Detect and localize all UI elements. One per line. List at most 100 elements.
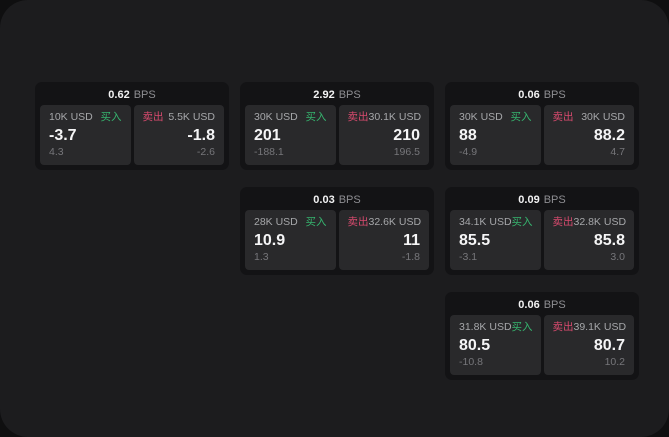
sell-price: 85.8 bbox=[593, 232, 625, 249]
card-header: 0.06 BPS bbox=[445, 292, 639, 315]
sell-panel-header: 卖出 32.8K USD bbox=[552, 216, 627, 229]
bps-unit-label: BPS bbox=[543, 88, 566, 101]
sell-side-label: 卖出 bbox=[552, 321, 574, 333]
quote-panels: 30K USD 买入 201 -188.1 卖出 30.1K USD 210 1… bbox=[240, 105, 434, 165]
buy-amount: 10K USD bbox=[49, 111, 93, 123]
quote-card: 0.03 BPS 28K USD 买入 10.9 1.3 卖出 32.6K US… bbox=[240, 187, 434, 275]
sell-sub-value: 3.0 bbox=[610, 251, 625, 263]
buy-price: 80.5 bbox=[459, 337, 491, 354]
sell-panel-header: 卖出 32.6K USD bbox=[348, 216, 422, 229]
bps-value: 0.06 bbox=[518, 88, 540, 101]
buy-price: -3.7 bbox=[49, 127, 77, 144]
quote-card: 0.06 BPS 30K USD 买入 88 -4.9 卖出 30K USD 8… bbox=[445, 82, 639, 170]
buy-sub-value: -3.1 bbox=[459, 251, 478, 263]
bps-value: 0.62 bbox=[108, 88, 130, 101]
quote-card: 2.92 BPS 30K USD 买入 201 -188.1 卖出 30.1K … bbox=[240, 82, 434, 170]
bps-unit-label: BPS bbox=[133, 88, 156, 101]
sell-panel[interactable]: 卖出 32.8K USD 85.8 3.0 bbox=[543, 210, 634, 270]
buy-panel[interactable]: 30K USD 买入 201 -188.1 bbox=[245, 105, 336, 165]
sell-amount: 32.8K USD bbox=[573, 216, 627, 228]
quote-panels: 30K USD 买入 88 -4.9 卖出 30K USD 88.2 4.7 bbox=[445, 105, 639, 165]
buy-price: 88 bbox=[459, 127, 477, 144]
card-header: 0.62 BPS bbox=[35, 82, 229, 105]
card-header: 2.92 BPS bbox=[240, 82, 434, 105]
sell-side-label: 卖出 bbox=[552, 216, 574, 228]
buy-sub-value: -10.8 bbox=[459, 356, 483, 368]
buy-side-label: 买入 bbox=[510, 111, 532, 123]
buy-panel-header: 30K USD 买入 bbox=[459, 111, 532, 124]
sell-panel-header: 卖出 30.1K USD bbox=[347, 111, 422, 124]
buy-panel[interactable]: 30K USD 买入 88 -4.9 bbox=[450, 105, 541, 165]
sell-panel[interactable]: 卖出 30.1K USD 210 196.5 bbox=[338, 105, 429, 165]
sell-price: -1.8 bbox=[187, 127, 215, 144]
buy-price: 10.9 bbox=[254, 232, 286, 249]
sell-panel[interactable]: 卖出 39.1K USD 80.7 10.2 bbox=[543, 315, 634, 375]
bps-unit-label: BPS bbox=[338, 193, 361, 206]
card-header: 0.03 BPS bbox=[240, 187, 434, 210]
bps-value: 2.92 bbox=[313, 88, 335, 101]
sell-panel-header: 卖出 39.1K USD bbox=[552, 321, 627, 334]
sell-amount: 39.1K USD bbox=[573, 321, 627, 333]
sell-sub-value: 196.5 bbox=[393, 146, 420, 158]
quote-panels: 31.8K USD 买入 80.5 -10.8 卖出 39.1K USD 80.… bbox=[445, 315, 639, 375]
bps-unit-label: BPS bbox=[543, 193, 566, 206]
buy-amount: 34.1K USD bbox=[459, 216, 512, 228]
quote-panels: 34.1K USD 买入 85.5 -3.1 卖出 32.8K USD 85.8… bbox=[445, 210, 639, 270]
quote-card: 0.62 BPS 10K USD 买入 -3.7 4.3 卖出 5.5K USD… bbox=[35, 82, 229, 170]
sell-panel-header: 卖出 5.5K USD bbox=[143, 111, 216, 124]
sell-amount: 30K USD bbox=[581, 111, 625, 123]
quote-card: 0.06 BPS 31.8K USD 买入 80.5 -10.8 卖出 39.1… bbox=[445, 292, 639, 380]
bps-unit-label: BPS bbox=[338, 88, 361, 101]
sell-side-label: 卖出 bbox=[347, 111, 369, 123]
sell-panel[interactable]: 卖出 5.5K USD -1.8 -2.6 bbox=[133, 105, 224, 165]
sell-price: 11 bbox=[403, 232, 420, 249]
quote-card: 0.09 BPS 34.1K USD 买入 85.5 -3.1 卖出 32.8K… bbox=[445, 187, 639, 275]
sell-price: 80.7 bbox=[593, 337, 625, 354]
buy-sub-value: -188.1 bbox=[254, 146, 284, 158]
buy-panel-header: 30K USD 买入 bbox=[254, 111, 327, 124]
sell-price: 210 bbox=[393, 127, 420, 144]
buy-panel-header: 31.8K USD 买入 bbox=[459, 321, 533, 334]
sell-sub-value: -1.8 bbox=[401, 251, 420, 263]
buy-panel[interactable]: 28K USD 买入 10.9 1.3 bbox=[245, 210, 336, 270]
sell-amount: 5.5K USD bbox=[168, 111, 215, 123]
buy-panel[interactable]: 34.1K USD 买入 85.5 -3.1 bbox=[450, 210, 541, 270]
sell-price: 88.2 bbox=[593, 127, 625, 144]
card-header: 0.09 BPS bbox=[445, 187, 639, 210]
buy-panel[interactable]: 31.8K USD 买入 80.5 -10.8 bbox=[450, 315, 541, 375]
buy-side-label: 买入 bbox=[305, 111, 327, 123]
bps-value: 0.06 bbox=[518, 298, 540, 311]
sell-side-label: 卖出 bbox=[552, 111, 574, 123]
buy-panel-header: 34.1K USD 买入 bbox=[459, 216, 533, 229]
bps-value: 0.09 bbox=[518, 193, 540, 206]
buy-panel-header: 28K USD 买入 bbox=[254, 216, 327, 229]
buy-price: 201 bbox=[254, 127, 281, 144]
buy-panel[interactable]: 10K USD 买入 -3.7 4.3 bbox=[40, 105, 131, 165]
bps-value: 0.03 bbox=[313, 193, 335, 206]
card-header: 0.06 BPS bbox=[445, 82, 639, 105]
bps-unit-label: BPS bbox=[543, 298, 566, 311]
buy-amount: 28K USD bbox=[254, 216, 298, 228]
sell-sub-value: 10.2 bbox=[604, 356, 625, 368]
sell-sub-value: -2.6 bbox=[196, 146, 215, 158]
buy-amount: 30K USD bbox=[459, 111, 503, 123]
buy-side-label: 买入 bbox=[100, 111, 122, 123]
buy-price: 85.5 bbox=[459, 232, 491, 249]
buy-sub-value: -4.9 bbox=[459, 146, 478, 158]
buy-sub-value: 1.3 bbox=[254, 251, 269, 263]
buy-panel-header: 10K USD 买入 bbox=[49, 111, 122, 124]
buy-amount: 31.8K USD bbox=[459, 321, 512, 333]
sell-panel-header: 卖出 30K USD bbox=[553, 111, 626, 124]
buy-side-label: 买入 bbox=[511, 321, 533, 333]
sell-amount: 30.1K USD bbox=[368, 111, 422, 123]
sell-panel[interactable]: 卖出 32.6K USD 11 -1.8 bbox=[338, 210, 429, 270]
quote-panels: 10K USD 买入 -3.7 4.3 卖出 5.5K USD -1.8 -2.… bbox=[35, 105, 229, 165]
sell-panel[interactable]: 卖出 30K USD 88.2 4.7 bbox=[543, 105, 634, 165]
buy-side-label: 买入 bbox=[511, 216, 533, 228]
buy-sub-value: 4.3 bbox=[49, 146, 64, 158]
buy-side-label: 买入 bbox=[305, 216, 327, 228]
quote-panels: 28K USD 买入 10.9 1.3 卖出 32.6K USD 11 -1.8 bbox=[240, 210, 434, 270]
buy-amount: 30K USD bbox=[254, 111, 298, 123]
